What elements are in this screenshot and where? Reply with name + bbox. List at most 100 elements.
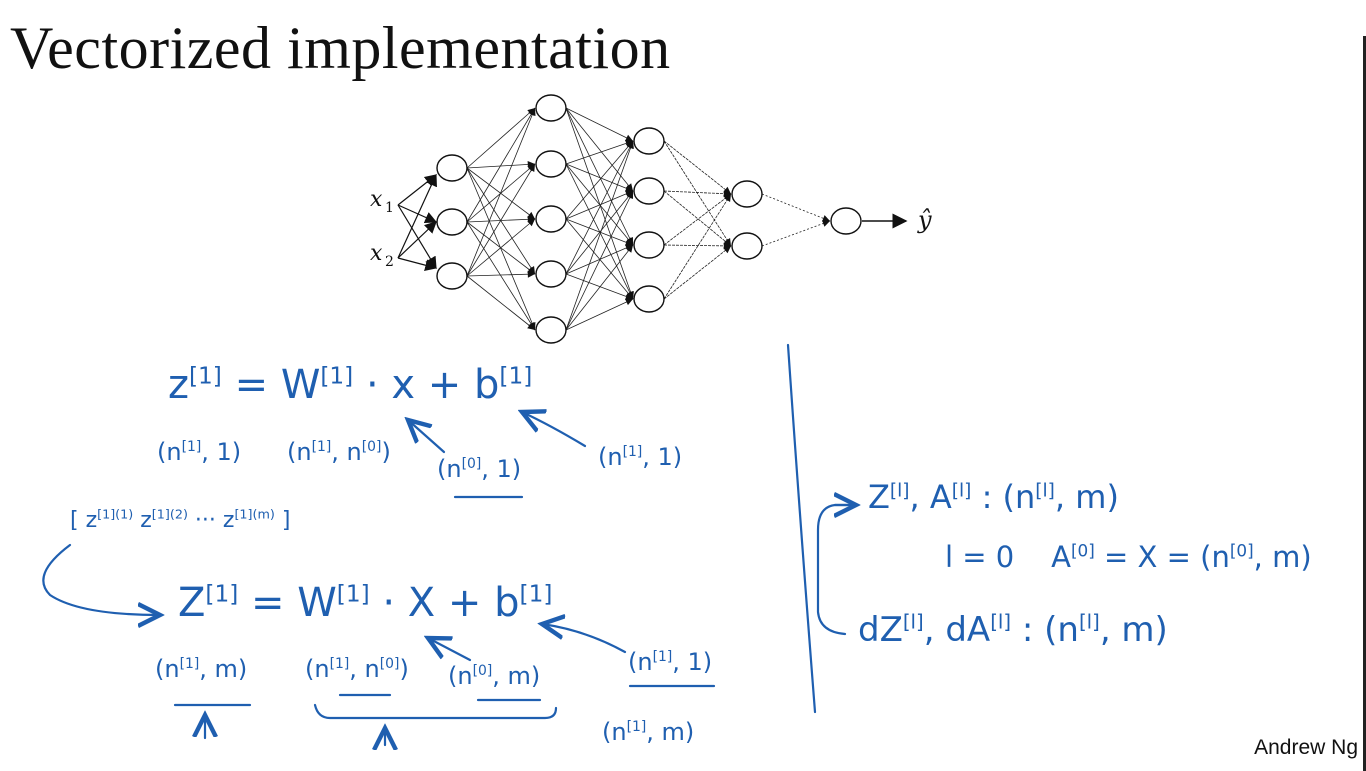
- network-edge: [565, 218, 634, 300]
- eq-dot-x: · x +: [365, 362, 462, 408]
- network-edge: [565, 190, 634, 220]
- separator-line: [786, 343, 817, 714]
- network-edge: [565, 190, 634, 275]
- network-edge-arrowhead: [625, 185, 633, 192]
- summary-line-2: l = 0 A[0] = X = (n[0], m): [945, 540, 1312, 574]
- network-node-layer-0: [436, 262, 468, 290]
- input-subscript-1: 1: [385, 200, 394, 216]
- network-node-layer-1: [535, 150, 567, 178]
- input-label-x1: x: [370, 187, 383, 212]
- network-node-layer-0: [436, 208, 468, 236]
- stack-arrow: [42, 543, 160, 615]
- network-edge-arrowhead: [529, 108, 536, 116]
- network-edge: [565, 107, 634, 142]
- network-node-layer-2: [633, 127, 665, 155]
- network-edge-arrowhead: [528, 164, 535, 172]
- network-edge: [565, 140, 634, 275]
- input-arrow: [397, 173, 437, 259]
- network-edge: [565, 273, 634, 300]
- dim-x-single: (n[0], 1): [437, 455, 522, 483]
- arrow-to-x: [408, 420, 446, 454]
- network-edge: [466, 163, 536, 169]
- network-edge: [663, 244, 732, 247]
- network-node-layer-2: [633, 285, 665, 313]
- network-node-layer-1: [535, 316, 567, 344]
- network-edge: [466, 163, 536, 277]
- dim-x-vec: (n[0], m): [448, 662, 541, 690]
- network-edge: [466, 167, 536, 331]
- dim-b-broadcast: (n[1], m): [602, 718, 695, 746]
- dim-b-single: (n[1], 1): [598, 443, 683, 471]
- input-arrow: [397, 257, 438, 272]
- network-node-layer-3: [731, 232, 763, 260]
- network-edge: [565, 163, 634, 246]
- network-edge: [663, 193, 732, 300]
- eq-Z: Z: [178, 580, 206, 626]
- network-edge: [761, 220, 831, 247]
- network-edge: [466, 107, 536, 277]
- network-edge: [466, 218, 536, 277]
- network-edge-arrowhead: [822, 215, 830, 222]
- summary-line-1: Z[l], A[l] : (n[l], m): [868, 478, 1119, 516]
- network-edge: [663, 193, 732, 246]
- eq-z: z: [168, 362, 189, 408]
- author-credit: Andrew Ng: [1254, 736, 1358, 759]
- network-edge: [565, 298, 634, 331]
- network-edge: [663, 245, 732, 300]
- dim-w-single: (n[1], n[0]): [287, 438, 391, 466]
- network-edge: [663, 190, 732, 247]
- network-edge: [565, 244, 634, 275]
- input-subscript-2: 2: [385, 254, 394, 270]
- network-edge: [565, 140, 634, 331]
- eq-w: W: [280, 362, 321, 408]
- network-edge-arrowhead: [527, 270, 535, 278]
- eq-w-sup: [1]: [320, 362, 354, 390]
- eq-W: W: [297, 580, 337, 626]
- network-edge: [663, 140, 732, 247]
- network-edge: [565, 107, 634, 300]
- annotation-strokes: [42, 343, 858, 745]
- network-node-layer-4: [830, 207, 862, 235]
- network-edge: [466, 107, 536, 169]
- input-arrow: [397, 204, 438, 224]
- network-edge: [466, 221, 536, 331]
- network-edge-arrowhead: [626, 191, 634, 199]
- eq-b-sup: [1]: [499, 362, 533, 390]
- network-edge: [565, 244, 634, 331]
- network-node-layer-0: [436, 154, 468, 182]
- network-node-layer-2: [633, 177, 665, 205]
- network-edge: [663, 190, 732, 195]
- eq-z-sup: [1]: [189, 362, 222, 390]
- dim-b-vec: (n[1], 1): [628, 648, 713, 676]
- dim-w-vec: (n[1], n[0]): [305, 655, 409, 683]
- network-edge: [565, 107, 634, 192]
- summary-line-3: dZ[l], dA[l] : (n[l], m): [858, 610, 1168, 650]
- eq-b: b: [474, 362, 500, 408]
- network-edge-arrowhead: [527, 322, 535, 330]
- network-nodes: [436, 94, 862, 344]
- network-edge-arrowhead: [527, 219, 535, 227]
- network-edge: [761, 193, 831, 222]
- network-edge-arrowhead: [625, 298, 633, 306]
- network-edge: [466, 107, 536, 223]
- input-arrow: [397, 221, 437, 259]
- arrow-to-X: [428, 638, 472, 662]
- stacked-examples: [ z[1](1) z[1](2) ··· z[1](m) ]: [70, 507, 291, 533]
- input-arrow: [397, 174, 437, 206]
- slide-title: Vectorized implementation: [10, 15, 671, 81]
- bracket-wx: [313, 703, 558, 720]
- network-edge: [466, 275, 536, 331]
- eq-equals: =: [234, 362, 269, 408]
- dim-z-vec: (n[1], m): [155, 655, 248, 683]
- network-edge: [663, 140, 732, 195]
- network-edge-arrowhead: [627, 141, 634, 149]
- network-edge: [565, 190, 634, 331]
- network-edge-arrowhead: [625, 291, 633, 299]
- dim-z-single: (n[1], 1): [157, 438, 242, 466]
- arrow-to-b-lower: [542, 624, 627, 654]
- network-edge-arrowhead: [625, 293, 633, 300]
- network-node-layer-1: [535, 205, 567, 233]
- input-arrow: [397, 204, 437, 270]
